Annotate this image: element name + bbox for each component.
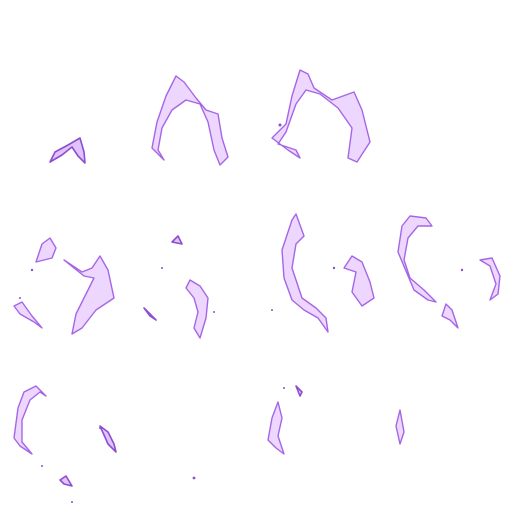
frame-r2-c4 — [397, 215, 501, 329]
frame-r1-c3 — [271, 69, 371, 163]
frame-r3-c1 — [13, 385, 117, 503]
frame-r1-c2 — [151, 75, 229, 166]
frame-r3-c4 — [395, 409, 405, 445]
frame-r2-c2 — [143, 235, 215, 339]
frame-r1-c1 — [49, 137, 86, 164]
frame-r2-c3 — [271, 213, 375, 333]
frame-r3-c2 — [192, 476, 196, 480]
frame-r2-c1 — [13, 237, 115, 335]
frame-r3-c3 — [267, 385, 303, 455]
